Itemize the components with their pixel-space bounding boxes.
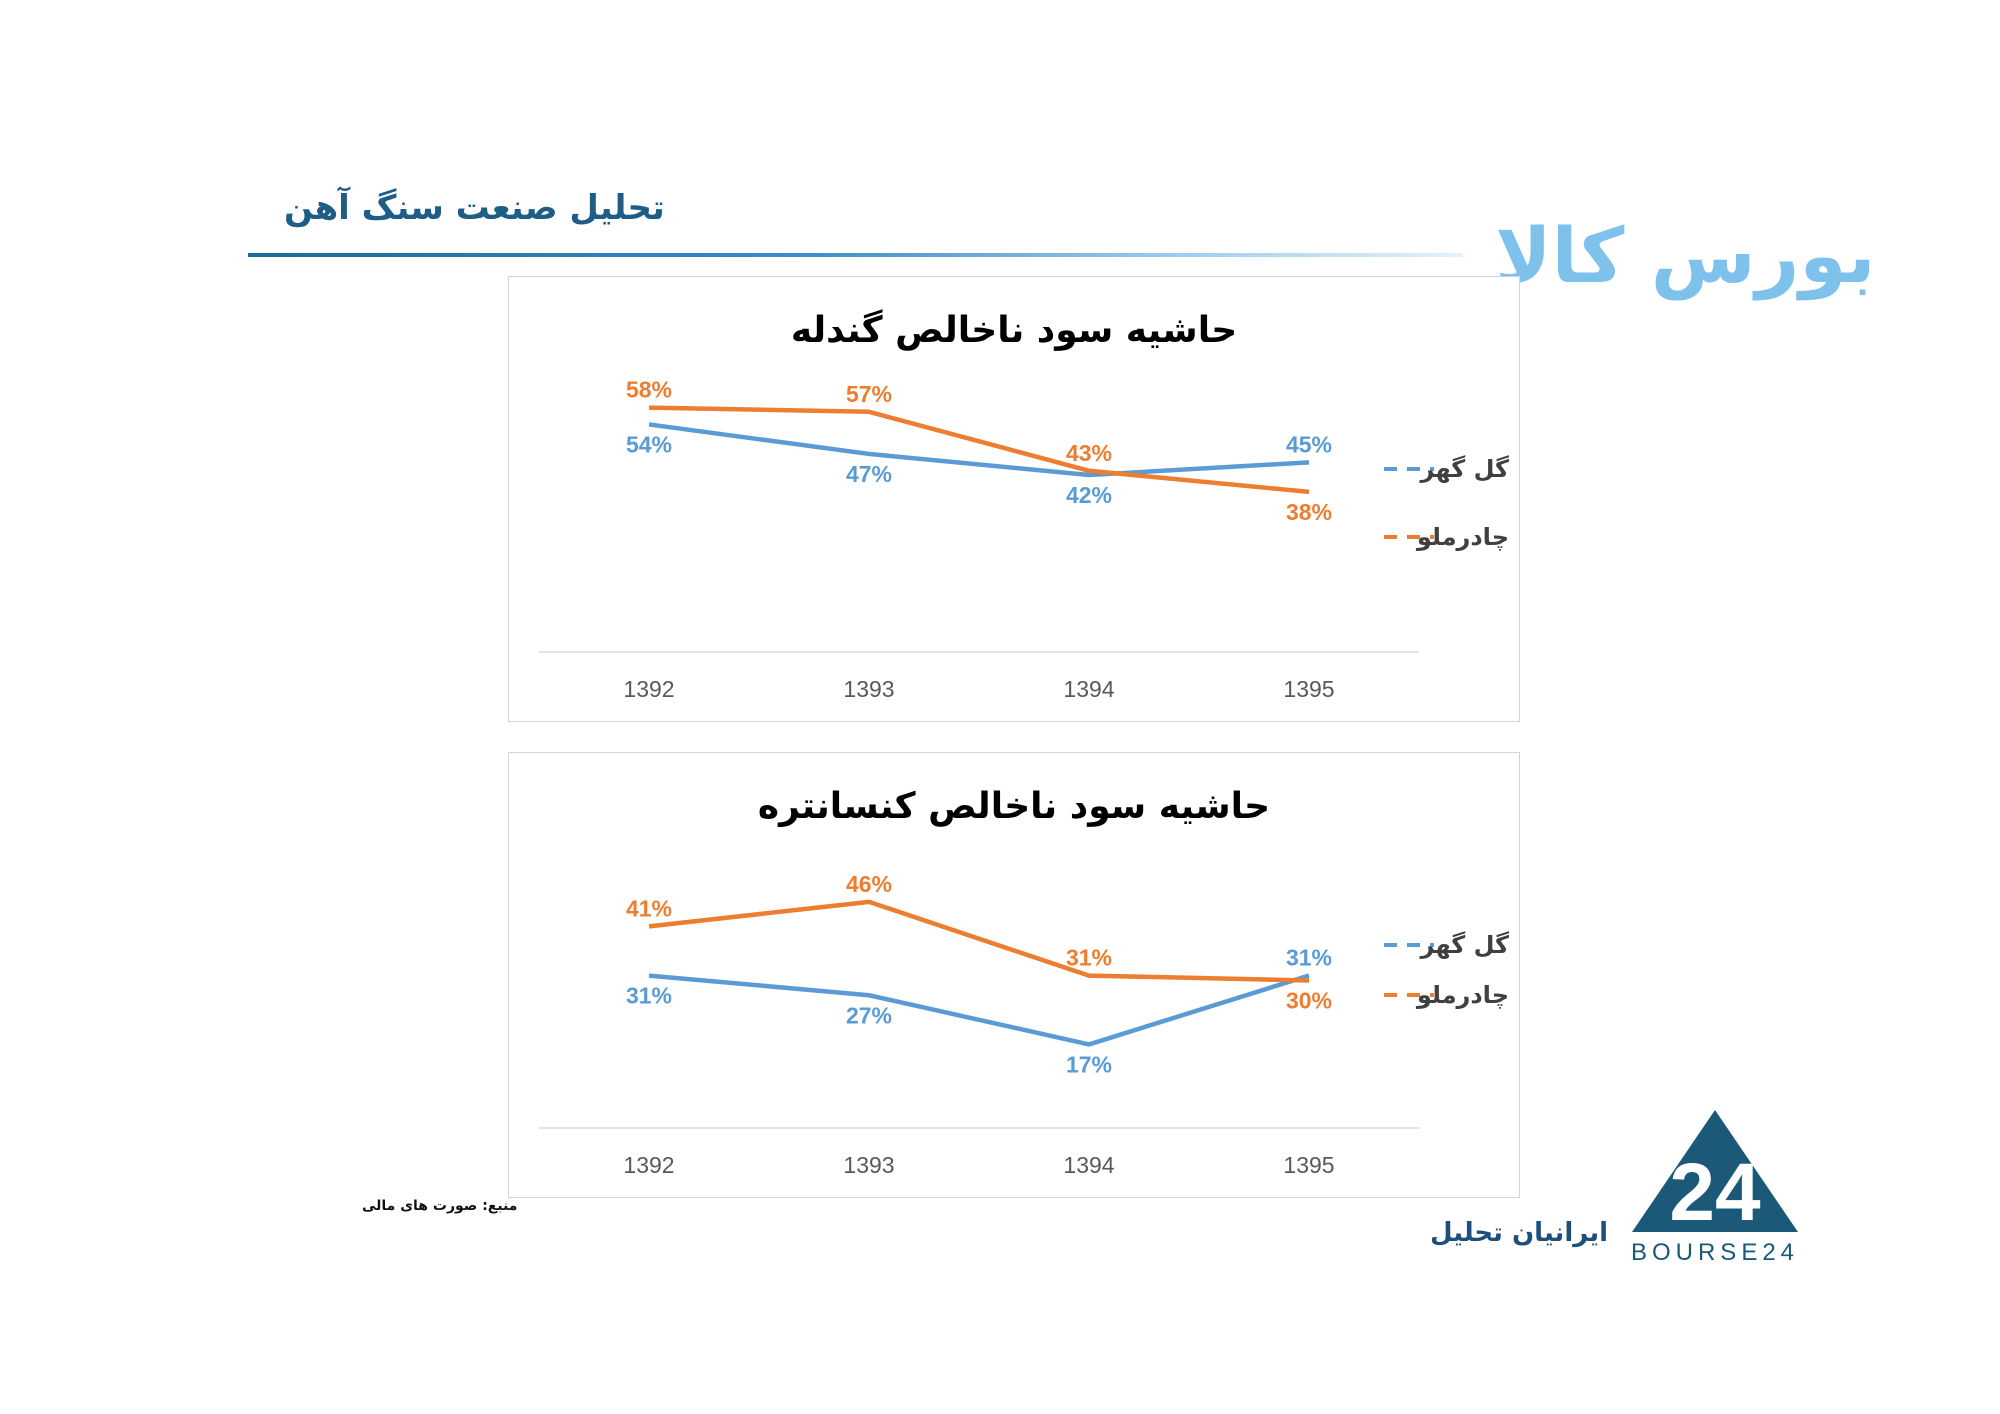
header-rule	[248, 253, 1463, 257]
source-note: منبع: صورت های مالی	[362, 1198, 518, 1214]
legend-label: گل گهر	[1420, 931, 1510, 959]
x-tick-label: 1393	[843, 1152, 894, 1178]
company-name: ایرانیان تحلیل	[1430, 1218, 1609, 1248]
series-line-0	[648, 422, 1310, 478]
legend-label: چادرملو	[1416, 981, 1509, 1009]
legend-label: چادرملو	[1416, 523, 1509, 551]
data-label: 47%	[846, 461, 892, 487]
data-label: 54%	[626, 431, 672, 457]
data-label: 17%	[1066, 1051, 1112, 1077]
data-label: 45%	[1286, 431, 1332, 457]
x-tick-label: 1395	[1283, 1152, 1334, 1178]
data-label: 27%	[846, 1002, 892, 1028]
logo-triangle	[1632, 1110, 1798, 1232]
x-tick-label: 1393	[843, 676, 894, 702]
data-label: 43%	[1066, 440, 1112, 466]
data-label: 30%	[1286, 988, 1332, 1014]
chart-title: حاشیه سود ناخالص گندله	[791, 309, 1237, 351]
series-line-0	[648, 973, 1310, 1047]
series-line-1	[648, 405, 1310, 495]
chart-concentrate: حاشیه سود ناخالص کنسانتره 1392 1393 1394 139…	[508, 752, 1520, 1198]
page-title: تحلیل صنعت سنگ آهن	[284, 188, 666, 228]
x-tick-label: 1394	[1063, 1152, 1114, 1178]
data-label: 31%	[1286, 945, 1332, 971]
chart-gandoleh-svg: حاشیه سود ناخالص گندله 1392 1393 1394 1395 54…	[539, 309, 1510, 702]
x-tick-label: 1392	[623, 676, 674, 702]
legend-label: گل گهر	[1420, 455, 1510, 483]
data-label: 31%	[1066, 945, 1112, 971]
data-label: 38%	[1286, 499, 1332, 525]
brand-logo: بورس کالا	[1495, 211, 1878, 300]
x-tick-label: 1394	[1063, 676, 1114, 702]
data-label: 46%	[846, 871, 892, 897]
data-label: 57%	[846, 381, 892, 407]
chart-title: حاشیه سود ناخالص کنسانتره	[758, 786, 1270, 827]
series-line-1	[648, 899, 1310, 983]
x-tick-label: 1395	[1283, 676, 1334, 702]
logo-mark: 24	[1669, 1147, 1761, 1238]
bourse24-logo: 24 BOURSE24	[1631, 1110, 1799, 1266]
logo-text: BOURSE24	[1631, 1239, 1799, 1266]
data-label: 41%	[626, 895, 672, 921]
x-tick-label: 1392	[623, 1152, 674, 1178]
data-label: 31%	[626, 983, 672, 1009]
data-label: 58%	[626, 377, 672, 403]
chart-gandoleh: حاشیه سود ناخالص گندله 1392 1393 1394 1395 54…	[508, 276, 1520, 722]
data-label: 42%	[1066, 482, 1112, 508]
chart-concentrate-svg: حاشیه سود ناخالص کنسانتره 1392 1393 1394 139…	[539, 786, 1510, 1178]
